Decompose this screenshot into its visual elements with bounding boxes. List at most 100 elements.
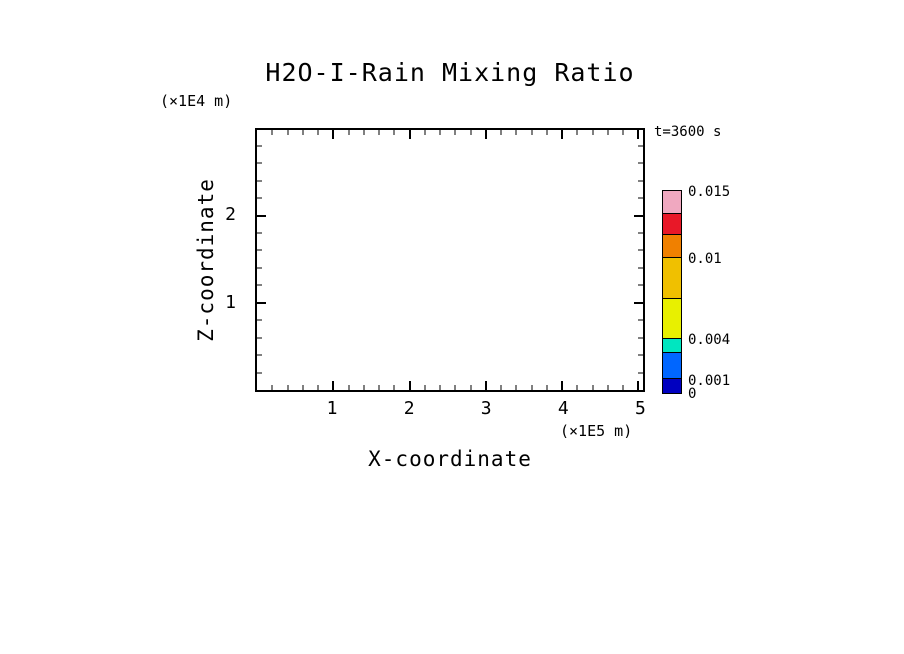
x-minor-tick	[500, 130, 502, 135]
z-minor-tick	[257, 180, 262, 182]
x-major-tick	[561, 381, 564, 390]
z-tick-label: 1	[225, 292, 236, 314]
x-minor-tick	[470, 385, 472, 390]
x-minor-tick	[271, 385, 273, 390]
x-minor-tick	[424, 385, 426, 390]
z-minor-tick	[638, 372, 643, 374]
x-minor-tick	[363, 130, 365, 135]
x-minor-tick	[592, 385, 594, 390]
chart-title: H2O-I-Rain Mixing Ratio	[265, 58, 635, 87]
z-minor-tick	[638, 197, 643, 199]
x-minor-tick	[622, 130, 624, 135]
x-minor-tick	[302, 130, 304, 135]
colorbar-tick-label: 0.01	[688, 251, 722, 268]
x-minor-tick	[454, 385, 456, 390]
x-minor-tick	[470, 130, 472, 135]
z-minor-tick	[257, 354, 262, 356]
z-minor-tick	[638, 145, 643, 147]
z-major-tick	[257, 301, 266, 304]
x-minor-tick	[348, 130, 350, 135]
colorbar-segment	[663, 352, 681, 380]
x-tick-label: 4	[557, 398, 569, 419]
x-minor-tick	[378, 385, 380, 390]
colorbar-segment	[663, 379, 681, 393]
z-minor-tick	[257, 249, 262, 251]
x-minor-tick	[271, 130, 273, 135]
z-minor-tick	[257, 284, 262, 286]
x-minor-tick	[393, 130, 395, 135]
x-minor-tick	[378, 130, 380, 135]
x-minor-tick	[576, 385, 578, 390]
x-minor-tick	[363, 385, 365, 390]
x-minor-tick	[317, 385, 319, 390]
z-minor-tick	[257, 162, 262, 164]
z-major-tick	[257, 214, 266, 217]
x-major-tick	[332, 381, 335, 390]
colorbar-segment	[663, 258, 681, 299]
x-major-tick	[637, 130, 640, 139]
z-minor-tick	[257, 372, 262, 374]
z-minor-tick	[638, 284, 643, 286]
x-axis-unit-label: (×1E5 m)	[560, 422, 633, 440]
x-tick-label: 2	[403, 398, 415, 419]
colorbar	[662, 190, 682, 394]
z-major-tick	[634, 214, 643, 217]
x-minor-tick	[454, 130, 456, 135]
z-minor-tick	[638, 162, 643, 164]
x-minor-tick	[287, 130, 288, 135]
z-axis-unit-label: (×1E4 m)	[160, 92, 233, 110]
x-major-tick	[408, 130, 411, 139]
x-minor-tick	[500, 385, 502, 390]
plot-area	[255, 128, 645, 392]
z-minor-tick	[257, 267, 262, 269]
z-tick-label: 2	[225, 203, 236, 225]
x-minor-tick	[607, 130, 609, 135]
z-major-tick	[634, 301, 643, 304]
x-tick-label: 1	[326, 398, 338, 419]
x-minor-tick	[393, 385, 395, 390]
x-minor-tick	[607, 385, 609, 390]
colorbar-labels: 0.015 0.01 0.004 0.001 0	[688, 0, 768, 654]
time-annotation: t=3600 s	[654, 124, 722, 140]
colorbar-tick-label: 0.004	[688, 332, 731, 349]
z-minor-tick	[257, 145, 262, 147]
x-minor-tick	[622, 385, 624, 390]
colorbar-segment	[663, 339, 681, 353]
x-axis-title: X-coordinate	[368, 447, 532, 471]
x-minor-tick	[287, 385, 288, 390]
colorbar-tick-label: 0.015	[688, 184, 731, 200]
z-minor-tick	[638, 180, 643, 182]
x-minor-tick	[546, 130, 548, 135]
x-minor-tick	[531, 130, 533, 135]
x-major-tick	[408, 381, 411, 390]
x-tick-labels: 1 2 3 4 5	[255, 398, 646, 420]
x-minor-tick	[576, 130, 578, 135]
x-major-tick	[484, 130, 487, 139]
x-major-tick	[637, 381, 640, 390]
x-major-tick	[484, 381, 487, 390]
z-minor-tick	[638, 267, 643, 269]
x-minor-tick	[546, 385, 548, 390]
x-major-tick	[561, 130, 564, 139]
z-minor-tick	[638, 249, 643, 251]
x-minor-tick	[515, 130, 517, 135]
colorbar-segment	[663, 191, 681, 214]
z-minor-tick	[257, 197, 262, 199]
x-minor-tick	[592, 130, 594, 135]
colorbar-segment	[663, 213, 681, 236]
x-minor-tick	[515, 385, 517, 390]
colorbar-tick-label: 0	[688, 386, 697, 402]
x-tick-label: 3	[480, 398, 492, 419]
z-minor-tick	[638, 319, 643, 321]
x-tick-label: 5	[634, 398, 646, 419]
z-minor-tick	[638, 232, 643, 234]
z-minor-tick	[257, 337, 262, 339]
z-minor-tick	[638, 354, 643, 356]
x-minor-tick	[302, 385, 304, 390]
x-minor-tick	[424, 130, 426, 135]
z-axis-title: Z-coordinate	[194, 178, 218, 342]
x-minor-tick	[439, 385, 441, 390]
x-minor-tick	[531, 385, 533, 390]
